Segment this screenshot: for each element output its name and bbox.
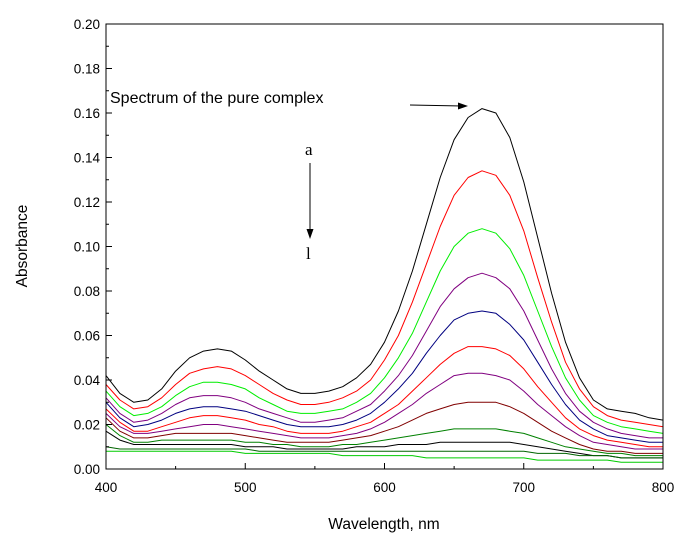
y-tick-label: 0.18: [74, 62, 100, 77]
spectrum-line-10: [105, 430, 663, 459]
y-tick-label: 0.00: [74, 462, 100, 477]
spectrum-line-7: [105, 372, 663, 450]
y-tick-label: 0.10: [74, 240, 100, 255]
x-tick-label: 600: [373, 480, 396, 495]
axis-ticks-layer: [105, 23, 664, 470]
spectrum-line-11: [105, 446, 663, 459]
series-start-label: a: [305, 140, 313, 159]
y-tick-label: 0.04: [74, 373, 101, 388]
x-tick-label: 700: [512, 480, 535, 495]
pure-complex-annotation: Spectrum of the pure complex: [110, 90, 323, 107]
x-axis-label: Wavelength, nm: [328, 516, 439, 533]
series-order-arrow: [306, 163, 314, 239]
y-tick-label: 0.12: [74, 195, 100, 210]
spectrum-line-9: [105, 424, 663, 457]
spectra-series-layer: [105, 108, 664, 463]
x-tick-label: 800: [652, 480, 675, 495]
x-tick-label: 400: [95, 480, 118, 495]
y-tick-label: 0.02: [74, 418, 100, 433]
axis-tick-labels-layer: 400 500 600 700 800 0.00 0.02 0.04 0.06 0.08 0.10 0…: [74, 17, 675, 495]
spectrum-line-6: [105, 346, 663, 448]
y-axis-label: Absorbance: [14, 205, 31, 288]
spectrum-line-4: [105, 272, 663, 439]
spectrum-line-1: [105, 108, 664, 421]
spectrum-line-3: [105, 228, 664, 434]
y-tick-label: 0.14: [74, 151, 101, 166]
spectrum-line-12: [106, 450, 663, 463]
y-tick-label: 0.08: [74, 284, 100, 299]
spectrum-line-5: [105, 310, 663, 443]
y-tick-label: 0.16: [74, 106, 100, 121]
spectrum-line-2: [105, 170, 664, 428]
x-tick-label: 500: [234, 480, 257, 495]
y-tick-label: 0.06: [74, 329, 100, 344]
pure-complex-arrow: [409, 102, 468, 110]
series-end-label: l: [306, 244, 311, 263]
spectrum-line-8: [105, 401, 663, 454]
y-tick-label: 0.20: [74, 17, 100, 32]
